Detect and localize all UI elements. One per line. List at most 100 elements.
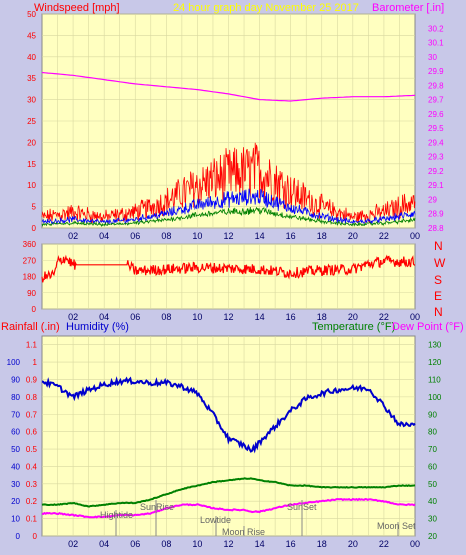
- y-tick-label: 90: [27, 289, 36, 298]
- y-tick-label: 50: [27, 10, 36, 19]
- temperature-line: [41, 477, 416, 508]
- x-tick-label: 00: [410, 539, 420, 549]
- humidity-y-axis: 0 10 20 30 40 50 60 70 80 90 100: [7, 358, 21, 541]
- y2-tick-label: 120: [428, 358, 442, 367]
- y-tick-label: 1: [33, 358, 38, 367]
- y2-tick-label: 90: [428, 410, 437, 419]
- y-tick-label: 15: [27, 160, 36, 169]
- compass-w: W: [434, 256, 446, 270]
- y2-tick-label: 29.7: [428, 96, 444, 105]
- y-tick-label: 0.4: [26, 462, 38, 471]
- moonset-label: Moon Set: [377, 521, 416, 531]
- windspeed-axis-title: Windspeed [mph]: [34, 2, 120, 14]
- wind-low-line: [41, 206, 416, 228]
- moonrise-label: Moon Rise: [222, 527, 265, 537]
- x-tick-label: 14: [255, 539, 265, 549]
- x-tick-label: 00: [410, 231, 420, 241]
- x-tick-label: 02: [68, 539, 78, 549]
- x-tick-label: 14: [255, 312, 265, 322]
- wind-series: [41, 71, 416, 228]
- y-tick-label: 30: [27, 96, 36, 105]
- compass-labels: N W S E N: [434, 239, 446, 319]
- dewpoint-line: [41, 497, 416, 519]
- windspeed-line: [41, 142, 416, 224]
- wind-average-line: [41, 188, 416, 226]
- x-tick-label: 00: [410, 312, 420, 322]
- y2-tick-label: 30.2: [428, 24, 444, 33]
- pct-tick-label: 70: [11, 410, 20, 419]
- y2-tick-label: 29.6: [428, 110, 444, 119]
- x-tick-label: 06: [130, 231, 140, 241]
- y2-tick-label: 40: [428, 497, 437, 506]
- y2-tick-label: 29.2: [428, 167, 444, 176]
- y2-tick-label: 30.1: [428, 39, 444, 48]
- wind-direction-line: [41, 254, 416, 283]
- y-tick-label: 0.7: [26, 410, 38, 419]
- x-tick-label: 12: [223, 231, 233, 241]
- direction-x-axis: 02 04 06 08 10 12 14 16 18 20 22 00: [68, 312, 420, 322]
- temperature-y-axis: 20 30 40 50 60 70 80 90 100 110 120 130: [428, 341, 442, 541]
- compass-n-top: N: [434, 239, 443, 253]
- y-tick-label: 0.6: [26, 428, 38, 437]
- y2-tick-label: 29.8: [428, 81, 444, 90]
- y2-tick-label: 60: [428, 462, 437, 471]
- x-tick-label: 14: [255, 231, 265, 241]
- direction-grid: [42, 243, 415, 310]
- x-tick-label: 06: [130, 312, 140, 322]
- x-tick-label: 06: [130, 539, 140, 549]
- y2-tick-label: 29.5: [428, 124, 444, 133]
- x-tick-label: 22: [379, 539, 389, 549]
- y-tick-label: 0.8: [26, 393, 38, 402]
- pct-tick-label: 0: [16, 532, 21, 541]
- y-tick-label: 360: [23, 240, 37, 249]
- pct-tick-label: 20: [11, 497, 20, 506]
- temperature-axis-title: Temperature (°F): [312, 321, 395, 333]
- sunrise-label: SunRise: [140, 502, 174, 512]
- y-tick-label: 0: [32, 224, 37, 233]
- wind-grid: [42, 13, 415, 229]
- x-tick-label: 20: [348, 231, 358, 241]
- y2-tick-label: 29.9: [428, 67, 444, 76]
- y-tick-label: 0.5: [26, 445, 38, 454]
- y2-tick-label: 29.1: [428, 181, 444, 190]
- compass-n-bottom: N: [434, 305, 443, 319]
- pct-tick-label: 80: [11, 393, 20, 402]
- x-tick-label: 20: [348, 312, 358, 322]
- x-tick-label: 18: [317, 231, 327, 241]
- y2-tick-label: 20: [428, 532, 437, 541]
- y-tick-label: 0.9: [26, 375, 38, 384]
- compass-s: S: [434, 273, 442, 287]
- x-tick-label: 16: [286, 539, 296, 549]
- x-tick-label: 22: [379, 312, 389, 322]
- y-tick-label: 180: [23, 273, 37, 282]
- y2-tick-label: 70: [428, 445, 437, 454]
- y-tick-label: 270: [23, 256, 37, 265]
- x-tick-label: 04: [99, 539, 109, 549]
- y2-tick-label: 80: [428, 428, 437, 437]
- x-tick-label: 02: [68, 231, 78, 241]
- rainfall-axis-title: Rainfall (.in): [1, 321, 60, 333]
- y-tick-label: 20: [27, 138, 36, 147]
- pct-tick-label: 40: [11, 462, 20, 471]
- pct-tick-label: 30: [11, 480, 20, 489]
- y-tick-label: 45: [27, 31, 36, 40]
- x-tick-label: 10: [192, 312, 202, 322]
- y2-tick-label: 30: [428, 53, 437, 62]
- y2-tick-label: 29.4: [428, 138, 444, 147]
- y2-tick-label: 28.9: [428, 210, 444, 219]
- graph-title: 24 hour graph day November 25 2017: [173, 2, 359, 14]
- x-tick-label: 18: [317, 539, 327, 549]
- x-tick-label: 16: [286, 231, 296, 241]
- wind-x-axis: 02 04 06 08 10 12 14 16 18 20 22 00: [68, 231, 420, 241]
- y-tick-label: 0: [32, 305, 37, 314]
- y2-tick-label: 50: [428, 480, 437, 489]
- y-tick-label: 0.1: [26, 515, 38, 524]
- x-tick-label: 20: [348, 539, 358, 549]
- event-markers: Hightide SunRise Lowtide Moon Rise SunSe…: [100, 500, 416, 537]
- pct-tick-label: 10: [11, 515, 20, 524]
- hightide-label: Hightide: [100, 510, 133, 520]
- pct-tick-label: 100: [7, 358, 21, 367]
- y2-tick-label: 130: [428, 341, 442, 350]
- y2-tick-label: 110: [428, 375, 441, 384]
